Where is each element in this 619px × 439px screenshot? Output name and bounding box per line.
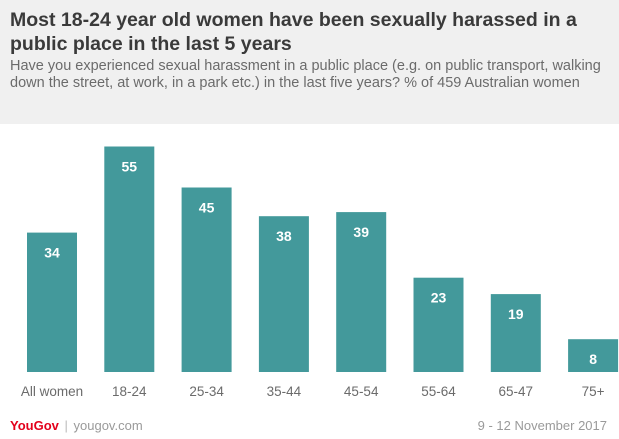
bar-45-54 <box>336 212 387 372</box>
x-tick-label: 18-24 <box>112 384 147 399</box>
bar-18-24 <box>104 146 155 372</box>
yougov-logo: YouGov <box>10 418 59 433</box>
data-label: 39 <box>353 224 369 240</box>
bar-65-47 <box>490 294 541 372</box>
data-label: 55 <box>122 159 138 175</box>
footer-brand: YouGov | yougov.com <box>10 418 143 433</box>
bar-chart: 34 All women 55 18-24 45 25-34 38 35-44 39 45-54 2… <box>21 146 619 399</box>
footer-date: 9 - 12 November 2017 <box>477 418 607 433</box>
x-tick-label: 55-64 <box>421 384 456 399</box>
data-label: 45 <box>199 200 215 216</box>
chart-subtitle: Have you experienced sexual harassment i… <box>10 58 601 91</box>
footer-separator: | <box>64 418 68 433</box>
chart-title: Most 18-24 year old women have been sexu… <box>10 9 577 55</box>
x-tick-label: 65-47 <box>499 384 534 399</box>
x-tick-label: 35-44 <box>267 384 302 399</box>
bar-35-44 <box>258 216 309 372</box>
data-label: 34 <box>44 245 60 261</box>
footer-site: yougov.com <box>73 418 143 433</box>
x-tick-label: 75+ <box>582 384 605 399</box>
bar-all-women <box>27 232 77 372</box>
header-panel: Most 18-24 year old women have been sexu… <box>0 0 619 124</box>
x-tick-label: 45-54 <box>344 384 379 399</box>
data-label: 38 <box>276 228 292 244</box>
x-tick-label: 25-34 <box>189 384 224 399</box>
data-label: 8 <box>589 351 597 367</box>
bar-25-34 <box>181 187 232 372</box>
x-tick-label: All women <box>21 384 83 399</box>
bar-75- <box>568 339 619 372</box>
data-label: 19 <box>508 306 524 322</box>
data-label: 23 <box>431 290 447 306</box>
bar-55-64 <box>413 277 464 372</box>
